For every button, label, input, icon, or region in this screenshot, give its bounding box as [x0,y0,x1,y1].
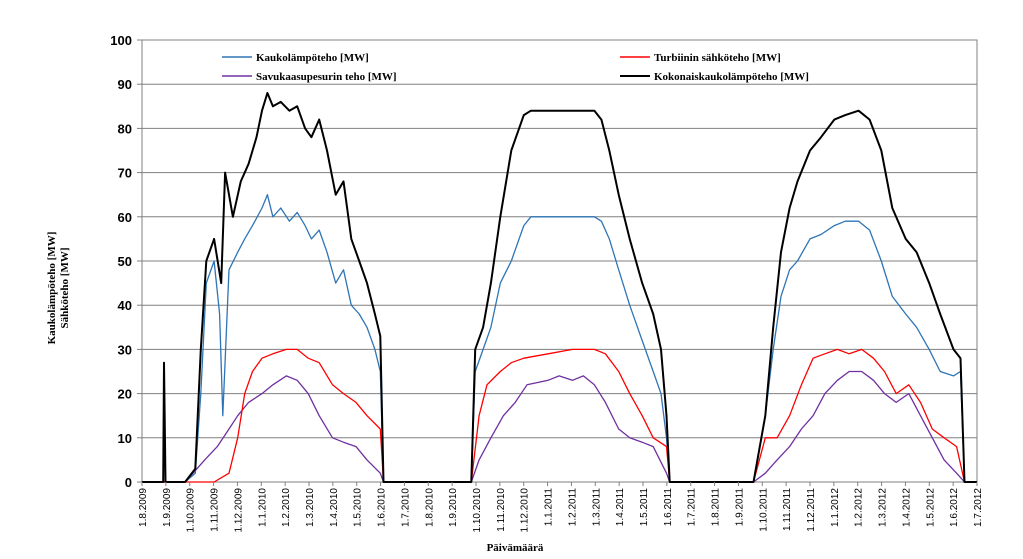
y-tick-label: 10 [118,431,132,446]
x-tick-label: 1.6.2010 [377,488,388,527]
legend-label-kokonaiskaukolampoteho: Kokonaiskaukolämpöteho [MW] [654,71,809,83]
x-tick-label: 1.12.2009 [233,488,244,533]
x-tick-label: 1.9.2010 [448,488,459,527]
x-tick-label: 1.2.2011 [567,488,578,527]
x-tick-label: 1.2.2010 [281,488,292,527]
legend: Kaukolämpöteho [MW] Savukaasupesurin teh… [222,52,809,83]
x-tick-label: 1.1.2012 [830,488,841,527]
legend-item-turbiinin-sahkoteho: Turbiinin sähköteho [MW] [620,52,781,64]
y-tick-label: 0 [125,475,132,490]
x-tick-label: 1.6.2012 [949,488,960,527]
x-tick-label: 1.5.2012 [925,488,936,527]
x-tick-label: 1.8.2011 [711,488,722,527]
x-axis-title: Päivämäärä [487,542,544,554]
y-tick-label: 80 [118,121,132,136]
legend-item-savukaasupesurin-teho: Savukaasupesurin teho [MW] [222,71,397,83]
x-tick-label: 1.7.2010 [400,488,411,527]
legend-label-kaukolampoteho: Kaukolämpöteho [MW] [256,52,369,64]
x-tick-label: 1.3.2011 [591,488,602,527]
y-axis-ticks: 0 10 20 30 40 50 60 70 80 90 100 [110,33,142,490]
x-tick-label: 1.10.2011 [758,488,769,532]
x-tick-label: 1.3.2012 [878,488,889,527]
x-tick-label: 1.4.2010 [329,488,340,527]
y-tick-label: 50 [118,254,132,269]
x-tick-label: 1.11.2011 [782,488,793,531]
x-tick-label: 1.7.2012 [973,488,984,527]
x-tick-label: 1.12.2011 [806,488,817,532]
series-line-2 [142,370,977,483]
x-tick-label: 1.10.2009 [186,488,197,533]
x-tick-label: 1.9.2011 [734,488,745,527]
x-tick-label: 1.2.2012 [854,488,865,527]
legend-label-savukaasupesurin-teho: Savukaasupesurin teho [MW] [256,71,397,83]
x-tick-label: 1.10.2010 [472,488,483,533]
y-tick-label: 20 [118,387,132,402]
x-tick-label: 1.9.2009 [162,488,173,527]
y-axis-title-line-1: Kaukolämpöteho [MW] [46,232,58,345]
x-tick-label: 1.11.2010 [496,488,507,532]
series-line-3 [142,348,977,483]
series-line-4 [142,92,977,483]
y-tick-label: 90 [118,77,132,92]
legend-item-kokonaiskaukolampoteho: Kokonaiskaukolämpöteho [MW] [620,71,809,83]
legend-item-kaukolampoteho: Kaukolämpöteho [MW] [222,52,369,64]
legend-label-turbiinin-sahkoteho: Turbiinin sähköteho [MW] [654,52,781,64]
x-tick-label: 1.6.2011 [663,488,674,527]
x-tick-label: 1.4.2011 [615,488,626,527]
y-tick-label: 30 [118,342,132,357]
y-tick-label: 100 [110,33,132,48]
x-tick-label: 1.1.2011 [544,488,555,527]
y-axis-title-line-2: Sähköteho [MW] [59,248,71,329]
x-tick-label: 1.4.2012 [901,488,912,527]
y-tick-label: 60 [118,210,132,225]
x-tick-label: 1.5.2011 [639,488,650,527]
y-tick-label: 40 [118,298,132,313]
x-tick-label: 1.3.2010 [305,488,316,527]
x-tick-label: 1.12.2010 [520,488,531,533]
series-line-1 [142,194,977,483]
x-tick-label: 1.8.2010 [424,488,435,527]
x-tick-label: 1.5.2010 [353,488,364,527]
series-layer [142,92,977,483]
x-axis-ticks: 1.8.2009 1.9.2009 1.10.2009 1.11.2009 1.12.2… [138,482,984,533]
x-tick-label: 1.11.2009 [210,488,221,532]
x-tick-label: 1.1.2010 [257,488,268,527]
x-tick-label: 1.7.2011 [687,488,698,527]
y-tick-label: 70 [118,166,132,181]
x-tick-label: 1.8.2009 [138,488,149,527]
